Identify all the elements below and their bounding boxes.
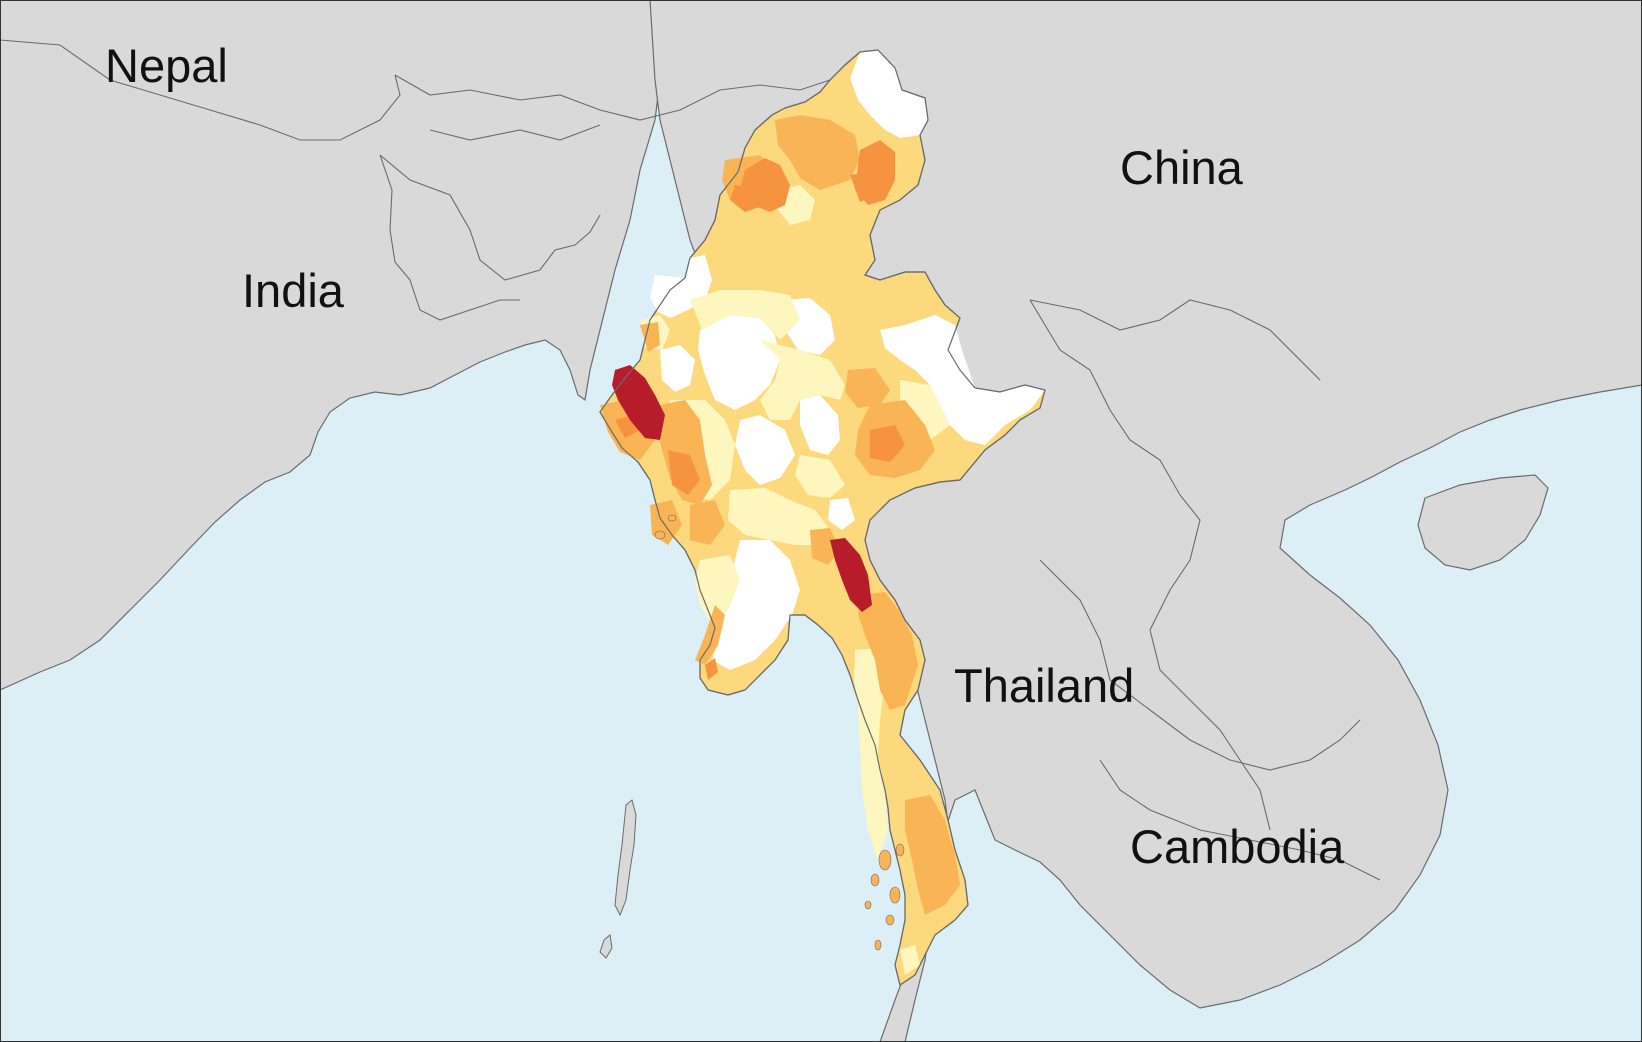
regions-pale-yellow — [640, 185, 950, 975]
label-cambodia: Cambodia — [1130, 820, 1345, 873]
land-andaman-islands-south — [599, 934, 613, 959]
land-andaman-islands — [614, 799, 637, 917]
regions-dark-red — [612, 365, 872, 612]
myanmar-border — [599, 49, 1046, 986]
regions-orange — [615, 140, 905, 680]
label-thailand: Thailand — [954, 659, 1134, 712]
mergui-islands — [654, 514, 905, 951]
land-hainan — [1417, 474, 1549, 571]
label-india: India — [242, 264, 345, 317]
land-india — [0, 0, 661, 691]
label-china: China — [1120, 141, 1244, 194]
internal-borders — [0, 39, 1381, 881]
label-nepal: Nepal — [105, 39, 228, 92]
regions-white — [650, 50, 1045, 670]
